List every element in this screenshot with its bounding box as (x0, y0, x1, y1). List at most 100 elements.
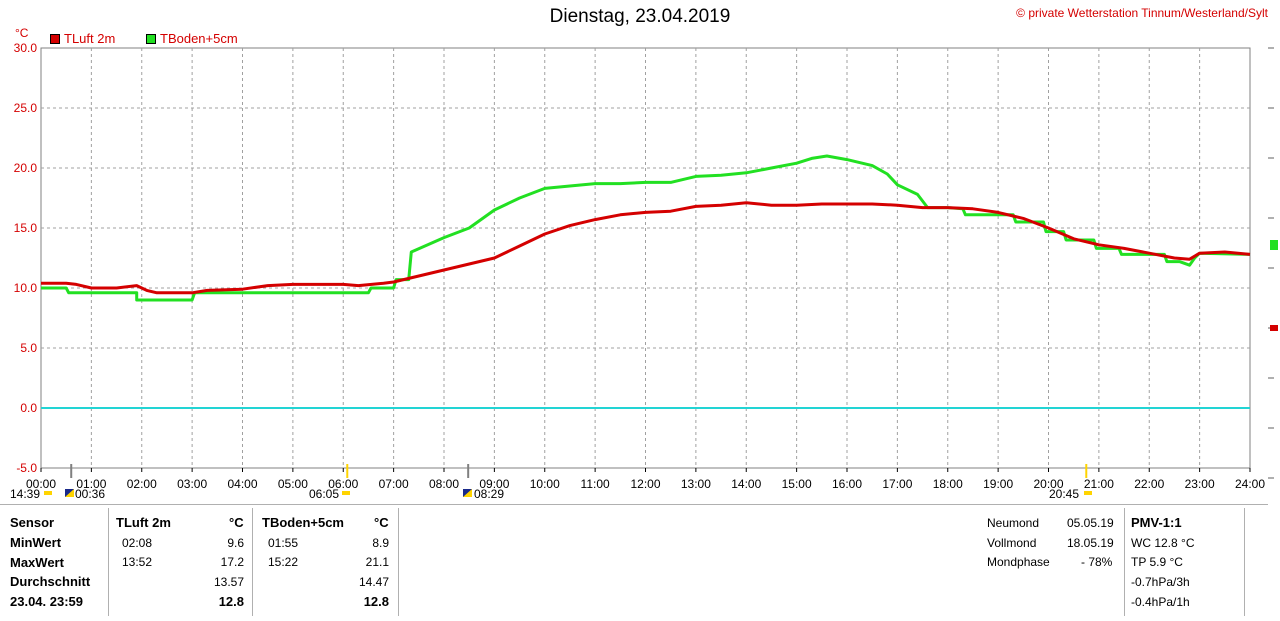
stats-label-avg: Durchschnitt (10, 574, 91, 589)
x-tick-label: 11:00 (581, 477, 610, 491)
x-tick-label: 16:00 (832, 477, 862, 491)
chart-series (41, 154, 1251, 302)
current-tboden-indicator (1270, 240, 1278, 250)
divider (398, 508, 399, 616)
y-tick-label: 15.0 (14, 221, 38, 235)
x-tick-label: 14:00 (731, 477, 761, 491)
stats-avg-value-tluft: 13.57 (213, 575, 244, 589)
pmv-dewpoint: TP 5.9 °C (1131, 555, 1183, 569)
legend-item-tluft: TLuft 2m (50, 31, 115, 46)
stats-header-tluft: TLuft 2m (116, 515, 171, 530)
moon-full-label: Vollmond (987, 536, 1037, 550)
legend-swatch-tboden (146, 33, 156, 44)
moon-icon-left-fill (65, 489, 74, 497)
divider (108, 508, 109, 616)
stats-min-value-tluft: 9.6 (227, 536, 244, 550)
y-tick-label: 10.0 (14, 281, 38, 295)
x-tick-label: 10:00 (530, 477, 560, 491)
moon-new-date: 05.05.19 (1067, 516, 1114, 530)
x-tick-label: 20:00 (1033, 477, 1063, 491)
stats-min-time-tboden: 01:55 (268, 536, 299, 550)
y-axis-unit: °C (15, 26, 29, 40)
marker-time-moonrise: 00:36 (75, 487, 105, 501)
stats-max-value-tboden: 21.1 (365, 555, 389, 569)
divider (1124, 508, 1125, 616)
y-tick-label: 5.0 (20, 341, 37, 355)
stats-avg-value-tboden: 14.47 (358, 575, 389, 589)
stats-current-value-tluft: 12.8 (218, 594, 244, 609)
x-tick-label: 08:00 (429, 477, 459, 491)
x-tick-label: 17:00 (882, 477, 912, 491)
temperature-chart: -5.0 0.0 5.0 10.0 15.0 20.0 25.0 30.0 00:00 01:0… (10, 41, 1278, 501)
x-tick-label: 02:00 (127, 477, 157, 491)
x-tick-label: 24:00 (1235, 477, 1265, 491)
moon-new-label: Neumond (987, 516, 1040, 530)
stats-header-sensor: Sensor (10, 515, 55, 530)
divider (252, 508, 253, 616)
marker-time-left: 14:39 (10, 487, 40, 501)
x-tick-label: 07:00 (379, 477, 409, 491)
x-tick-label: 00:00 (26, 477, 56, 491)
sunset-icon (1084, 491, 1092, 495)
legend-label-tboden: TBoden+5cm (160, 31, 238, 46)
stats-unit-tluft: °C (229, 515, 244, 530)
stats-min-time-tluft: 02:08 (122, 536, 153, 550)
x-tick-label: 22:00 (1134, 477, 1164, 491)
x-tick-label: 15:00 (782, 477, 812, 491)
stats-header-tboden: TBoden+5cm (262, 515, 344, 530)
pmv-pressure-1h: -0.4hPa/1h (1131, 595, 1190, 609)
moon-phase-value: - 78% (1081, 555, 1113, 569)
stats-max-time-tluft: 13:52 (122, 555, 153, 569)
legend-swatch-tluft (50, 33, 60, 44)
x-tick-label: 09:00 (479, 477, 509, 491)
stats-label-min: MinWert (10, 535, 62, 550)
marker-time-sunrise: 06:05 (309, 487, 339, 501)
legend-label-tluft: TLuft 2m (64, 31, 116, 46)
y-tick-label: 25.0 (14, 101, 38, 115)
stats-max-time-tboden: 15:22 (268, 555, 299, 569)
x-tick-label: 18:00 (933, 477, 963, 491)
stats-current-value-tboden: 12.8 (363, 594, 389, 609)
x-tick-label: 13:00 (681, 477, 711, 491)
chart-grid (40, 47, 1251, 469)
legend-item-tboden: TBoden+5cm (146, 31, 238, 46)
x-tick-label: 05:00 (278, 477, 308, 491)
moon-phase-label: Mondphase (987, 555, 1050, 569)
sun-icon-left (44, 491, 52, 495)
x-tick-label: 12:00 (630, 477, 660, 491)
stats-panel: Sensor MinWert MaxWert Durchschnitt 23.0… (0, 504, 1280, 621)
sunrise-icon (342, 491, 350, 495)
stats-max-value-tluft: 17.2 (220, 555, 244, 569)
y-tick-label: 30.0 (14, 41, 38, 55)
chart-title: Dienstag, 23.04.2019 (549, 6, 731, 27)
moon-full-date: 18.05.19 (1067, 536, 1114, 550)
pmv-windchill: WC 12.8 °C (1131, 536, 1195, 550)
right-edge-indicators (1268, 47, 1278, 479)
marker-time-sunset: 20:45 (1049, 487, 1079, 501)
pmv-pressure-3h: -0.7hPa/3h (1131, 575, 1190, 589)
x-tick-label: 01:00 (76, 477, 106, 491)
divider (0, 504, 1268, 505)
series-line-tluft-2m (41, 201, 1251, 295)
series-line-tboden-5cm (41, 154, 1251, 302)
stats-label-current: 23.04. 23:59 (10, 594, 84, 609)
marker-time-moonset: 08:29 (474, 487, 504, 501)
y-tick-label: 20.0 (14, 161, 38, 175)
divider (1244, 508, 1245, 616)
moon-icon-fill (463, 489, 472, 497)
stats-unit-tboden: °C (374, 515, 389, 530)
y-tick-label: -5.0 (16, 461, 37, 475)
x-tick-label: 19:00 (983, 477, 1013, 491)
x-tick-label: 21:00 (1084, 477, 1114, 491)
x-tick-label: 04:00 (227, 477, 257, 491)
x-tick-label: 23:00 (1185, 477, 1215, 491)
y-tick-label: 0.0 (20, 401, 37, 415)
pmv-title: PMV-1:1 (1131, 515, 1182, 530)
current-tluft-indicator (1270, 325, 1278, 331)
y-axis-ticks: -5.0 0.0 5.0 10.0 15.0 20.0 25.0 30.0 (14, 41, 38, 475)
x-tick-label: 06:00 (328, 477, 358, 491)
stats-min-value-tboden: 8.9 (372, 536, 389, 550)
copyright-text: © private Wetterstation Tinnum/Westerlan… (1016, 6, 1268, 20)
sun-moon-markers: 14:39 00:36 06:05 08:29 20:45 (10, 487, 1092, 501)
x-tick-label: 03:00 (177, 477, 207, 491)
